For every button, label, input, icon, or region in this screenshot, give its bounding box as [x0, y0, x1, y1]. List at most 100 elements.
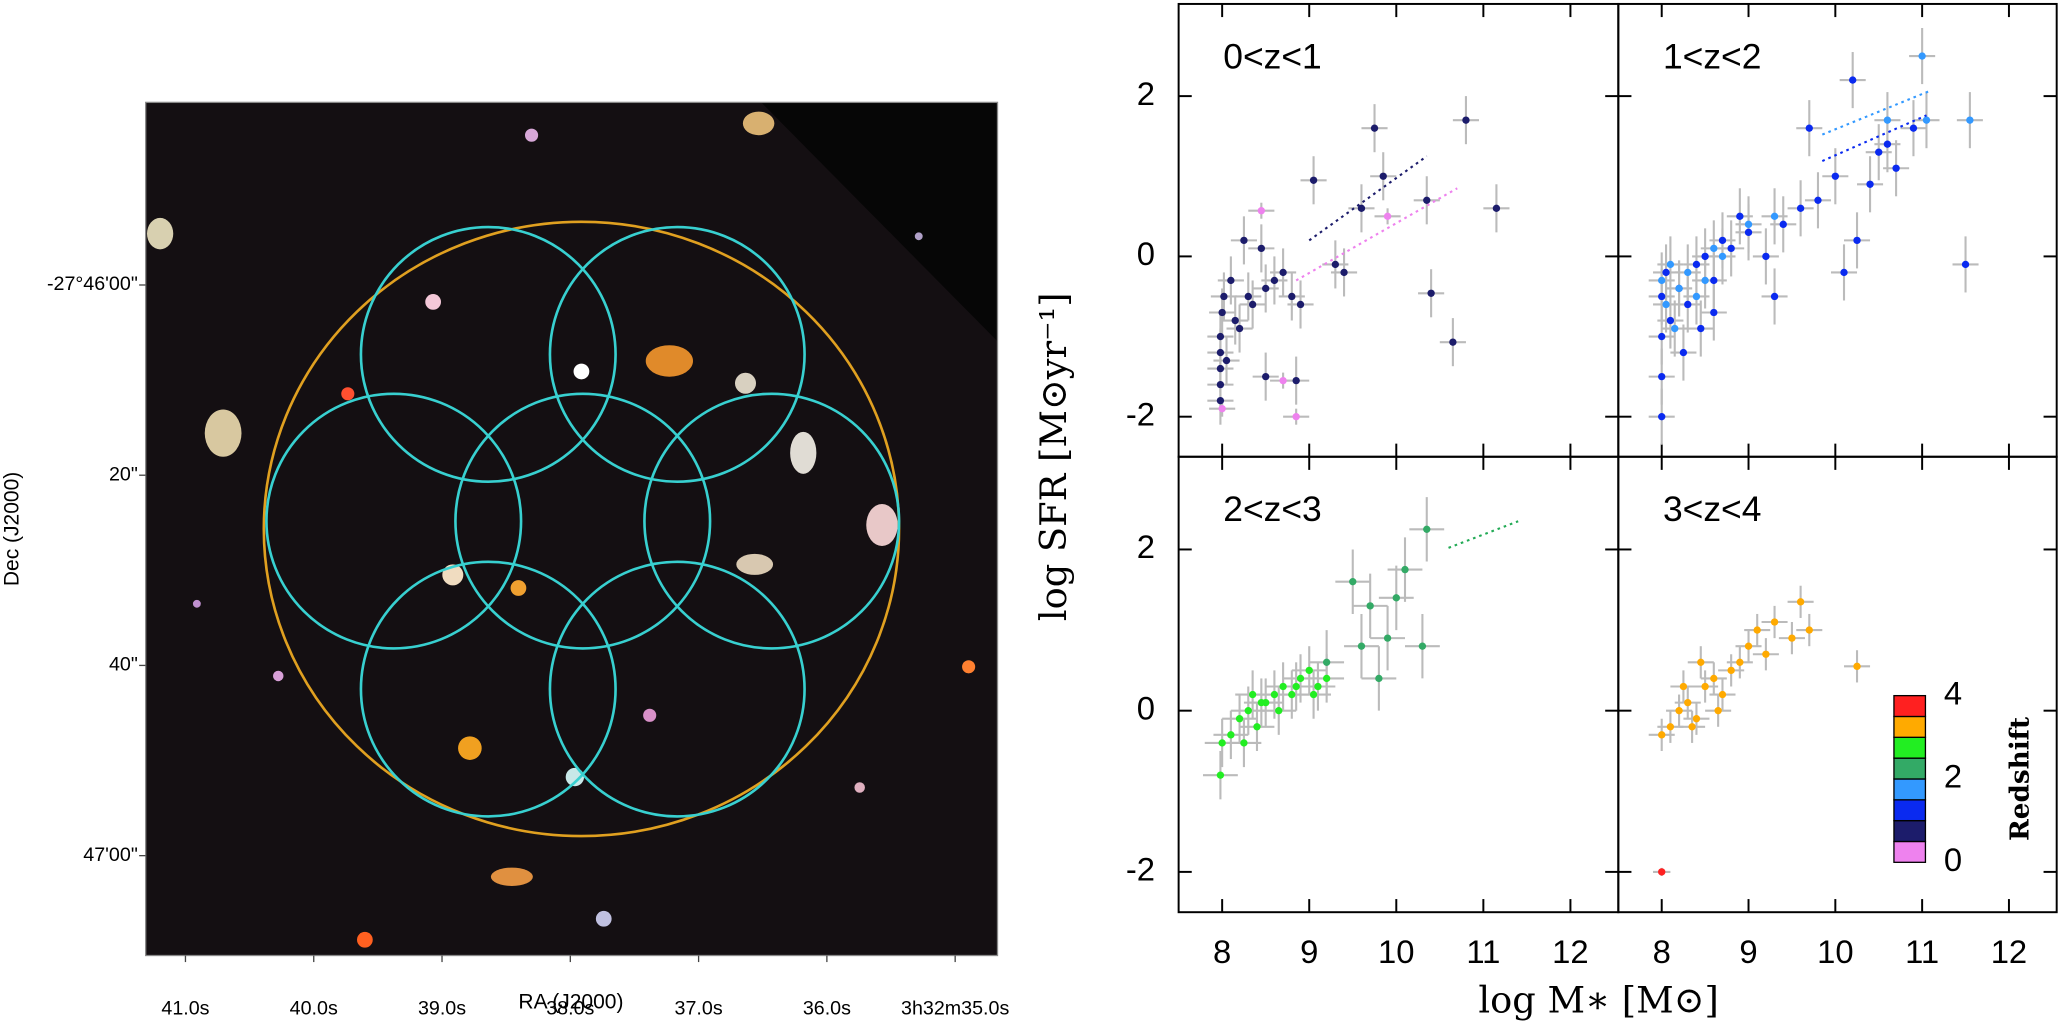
- point: [1340, 268, 1348, 277]
- point: [1401, 565, 1409, 574]
- point: [1692, 292, 1701, 301]
- panel-title: 1<z<2: [1663, 36, 1761, 76]
- point: [1235, 324, 1244, 333]
- beam: [643, 392, 901, 650]
- point: [1244, 292, 1252, 301]
- star: [573, 363, 590, 380]
- point: [1257, 244, 1266, 253]
- x-tick-label: 10: [1378, 933, 1414, 970]
- beam: [265, 392, 523, 650]
- x-tick-label: 12: [1552, 933, 1588, 970]
- y-tick-label: -2: [1126, 851, 1155, 888]
- beam: [359, 225, 617, 484]
- galaxy: [341, 387, 355, 401]
- point: [1658, 276, 1666, 285]
- point: [1270, 276, 1279, 285]
- x-tick-label: 8: [1653, 933, 1671, 970]
- point: [1462, 116, 1470, 124]
- point: [1710, 308, 1718, 317]
- point: [1275, 707, 1283, 715]
- y-tick-label: 47'00": [83, 844, 138, 866]
- point: [1883, 140, 1892, 148]
- fit-line: [1308, 155, 1428, 242]
- x-tick-label: 12: [1991, 933, 2027, 970]
- galaxy: [962, 660, 976, 674]
- point: [1222, 356, 1231, 365]
- point: [1216, 380, 1225, 389]
- point: [1357, 204, 1366, 212]
- colorbar-swatch: [1893, 840, 1927, 863]
- x-tick-label: 37.0s: [675, 998, 723, 1020]
- point: [1961, 260, 1970, 269]
- panel-title: 2<z<3: [1223, 489, 1321, 529]
- point: [1231, 316, 1239, 325]
- point: [1770, 618, 1779, 626]
- point: [1922, 116, 1931, 124]
- point: [1814, 196, 1822, 204]
- x-tick-label: 3h32m35.0s: [901, 998, 1009, 1020]
- colorbar-swatch: [1893, 778, 1927, 801]
- point: [1392, 594, 1400, 602]
- colorbar-tick-label: 0: [1944, 841, 1962, 878]
- point: [1718, 236, 1727, 245]
- point: [1296, 674, 1305, 683]
- panel-title: 3<z<4: [1663, 489, 1761, 529]
- beam: [359, 560, 617, 818]
- point: [1675, 284, 1683, 293]
- galaxy: [866, 504, 898, 547]
- galaxies: [147, 111, 976, 948]
- x-tick-label: 8: [1213, 933, 1231, 970]
- y-tick-label: 40": [109, 654, 138, 676]
- x-tick-label: 40.0s: [290, 998, 338, 1020]
- point: [1279, 376, 1287, 385]
- point: [1375, 674, 1383, 683]
- y-tick-label: 2: [1137, 528, 1155, 565]
- point: [1253, 723, 1261, 731]
- point: [1662, 300, 1670, 309]
- panel-title: 0<z<1: [1223, 36, 1321, 76]
- point: [1309, 176, 1318, 184]
- point: [1679, 682, 1688, 691]
- point: [1666, 260, 1675, 269]
- point: [1218, 404, 1226, 413]
- point: [1331, 260, 1340, 269]
- point: [1658, 292, 1666, 301]
- point: [1805, 626, 1813, 634]
- point: [1744, 642, 1753, 650]
- point: [1684, 268, 1692, 277]
- point: [1218, 308, 1226, 317]
- galaxy: [357, 931, 373, 948]
- point: [1322, 674, 1331, 683]
- y-axis-label: log SFR [M⊙yr⁻¹]: [1032, 292, 1075, 621]
- point: [1658, 868, 1666, 876]
- point: [1218, 739, 1226, 747]
- beam: [548, 560, 806, 818]
- galaxy: [914, 232, 923, 241]
- point: [1710, 276, 1718, 285]
- panel-frame: [1617, 455, 2058, 914]
- galaxy: [736, 553, 774, 575]
- point: [1270, 690, 1279, 699]
- point: [1679, 348, 1688, 357]
- y-tick-label: 0: [1137, 689, 1155, 726]
- fit-line: [1448, 520, 1519, 549]
- image-edge: [761, 102, 998, 342]
- point: [1762, 252, 1770, 261]
- point: [1257, 207, 1266, 215]
- point: [1710, 674, 1718, 683]
- point: [1770, 292, 1779, 301]
- point: [1305, 666, 1313, 675]
- y-tick-label: 20": [109, 463, 138, 485]
- colorbar-swatch: [1893, 799, 1927, 822]
- point: [1688, 723, 1696, 731]
- point: [1684, 300, 1692, 309]
- point: [1235, 715, 1244, 723]
- galaxy: [510, 580, 527, 596]
- point: [1383, 634, 1392, 642]
- galaxy: [147, 217, 174, 250]
- x-tick-label: 38.0s: [546, 998, 594, 1020]
- point: [1314, 682, 1322, 691]
- point: [1370, 124, 1379, 132]
- point: [1718, 690, 1727, 699]
